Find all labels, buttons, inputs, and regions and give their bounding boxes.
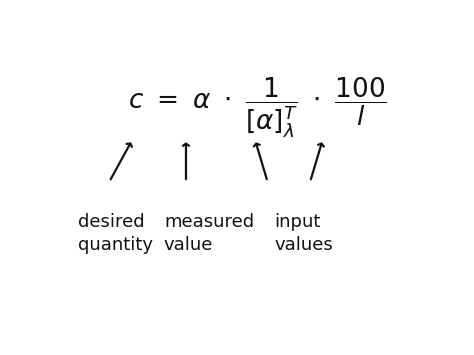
Text: measured
value: measured value	[164, 213, 254, 255]
Text: desired
quantity: desired quantity	[78, 213, 153, 255]
Text: $\mathit{c}\ =\ \alpha\ \cdot\ \dfrac{1}{[\alpha]_{\lambda}^{T}}\ \cdot\ \dfrac{: $\mathit{c}\ =\ \alpha\ \cdot\ \dfrac{1}…	[128, 76, 387, 140]
Text: input
values: input values	[274, 213, 333, 255]
